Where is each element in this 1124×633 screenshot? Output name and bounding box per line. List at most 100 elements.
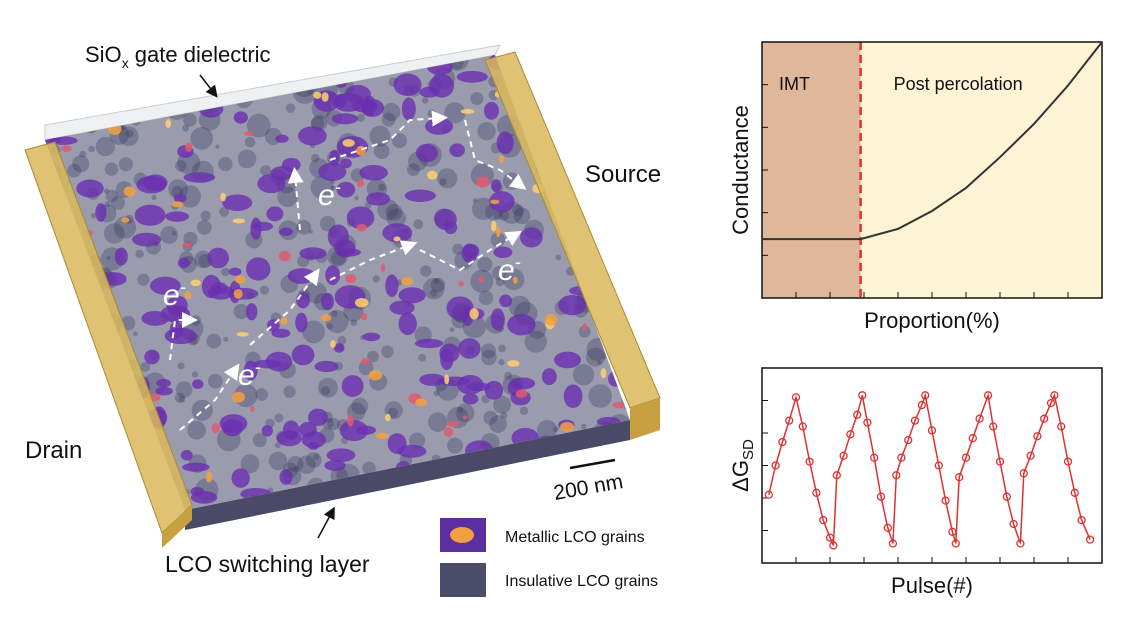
metallic-grain: [183, 172, 216, 183]
metallic-grain: [45, 72, 57, 96]
metallic-grain: [55, 309, 70, 321]
insulative-grain: [626, 264, 630, 270]
insulative-grain: [45, 398, 52, 412]
metallic-grain: [444, 478, 463, 495]
insulative-grain: [621, 262, 630, 287]
insulative-grain: [606, 196, 620, 210]
insulative-grain: [219, 206, 230, 217]
metallic-grain: [397, 444, 427, 458]
metallic-core: [165, 119, 172, 129]
insulative-grain: [296, 219, 312, 235]
metallic-core: [443, 427, 453, 437]
insulative-grain: [430, 277, 446, 293]
dielectric-rest: gate dielectric: [129, 42, 271, 67]
metallic-core: [604, 56, 613, 66]
metallic-grain: [266, 206, 284, 222]
metallic-core: [427, 170, 438, 180]
metallic-grain: [541, 368, 557, 386]
insulative-grain: [504, 371, 513, 380]
metallic-grain: [563, 384, 583, 409]
metallic-grain: [182, 462, 210, 472]
metallic-grain: [553, 351, 582, 369]
insulative-grain: [174, 392, 185, 403]
insulative-grain: [171, 231, 177, 236]
data-point: [921, 391, 930, 400]
dielectric-label: SiOx gate dielectric: [85, 42, 271, 71]
metallic-grain: [425, 117, 454, 135]
insulative-grain: [349, 502, 359, 510]
metallic-grain: [243, 360, 258, 381]
data-point: [778, 437, 787, 447]
metallic-grain: [558, 294, 587, 316]
data-point: [846, 430, 855, 439]
insulative-grain: [483, 410, 498, 425]
metallic-grain: [585, 500, 606, 510]
legend-swatch-insulative: [440, 563, 486, 597]
insulative-grain: [621, 130, 629, 137]
insulative-grain: [302, 320, 326, 344]
metallic-grain: [296, 292, 310, 309]
metallic-grain: [216, 71, 242, 83]
data-point: [1019, 469, 1028, 478]
metallic-core: [617, 191, 624, 202]
insulative-grain: [372, 275, 381, 283]
insulative-grain: [585, 347, 605, 367]
insulative-grain: [194, 250, 212, 269]
metallic-core: [45, 464, 50, 470]
metallic-grain: [335, 93, 347, 108]
electron-sup: -: [335, 177, 341, 197]
insulative-grain: [587, 91, 596, 100]
metallic-grain: [462, 393, 479, 405]
metallic-grain: [52, 295, 70, 314]
insulative-grain: [277, 186, 298, 207]
metallic-grain: [483, 101, 499, 120]
metallic-core: [458, 281, 464, 287]
metallic-grain: [228, 267, 242, 276]
insulative-grain: [45, 342, 49, 352]
data-point: [1026, 451, 1035, 460]
data-point: [995, 457, 1005, 466]
data-point: [948, 527, 957, 536]
insulative-grain: [191, 399, 213, 421]
data-point: [941, 496, 950, 505]
data-point: [910, 416, 920, 425]
insulative-grain: [197, 220, 212, 235]
metallic-grain: [617, 241, 630, 253]
metallic-grain: [599, 193, 616, 209]
metallic-core: [544, 313, 558, 326]
insulative-grain: [45, 406, 56, 420]
insulative-grain: [588, 124, 597, 133]
insulative-grain: [118, 157, 134, 172]
metallic-grain: [155, 386, 173, 396]
insulative-grain: [555, 454, 568, 467]
dielectric-arrow: [199, 74, 218, 98]
metallic-grain: [279, 469, 293, 485]
insulative-grain: [477, 256, 493, 272]
metallic-grain: [461, 243, 478, 263]
metallic-grain: [134, 204, 166, 226]
insulative-grain: [52, 297, 63, 308]
metallic-grain: [422, 495, 451, 507]
insulative-grain: [88, 404, 111, 428]
metallic-grain: [275, 134, 289, 143]
insulative-grain: [502, 172, 521, 190]
metallic-grain: [552, 122, 576, 141]
metallic-grain: [440, 489, 471, 508]
insulative-grain: [423, 277, 445, 300]
insulative-grain: [588, 384, 612, 408]
insulative-grain: [133, 331, 138, 337]
insulative-grain: [452, 243, 464, 255]
metallic-grain: [419, 373, 446, 386]
insulative-grain: [168, 179, 189, 200]
metallic-grain: [484, 380, 504, 400]
metallic-grain: [321, 292, 334, 311]
metallic-core: [490, 220, 497, 232]
metallic-core: [490, 199, 500, 205]
metallic-grain: [270, 166, 294, 181]
electron-letter: e: [238, 359, 255, 392]
insulative-grain: [311, 153, 320, 163]
data-point: [812, 488, 821, 497]
data-point: [1002, 492, 1011, 501]
insulative-grain: [351, 397, 369, 415]
metallic-core: [321, 92, 329, 102]
